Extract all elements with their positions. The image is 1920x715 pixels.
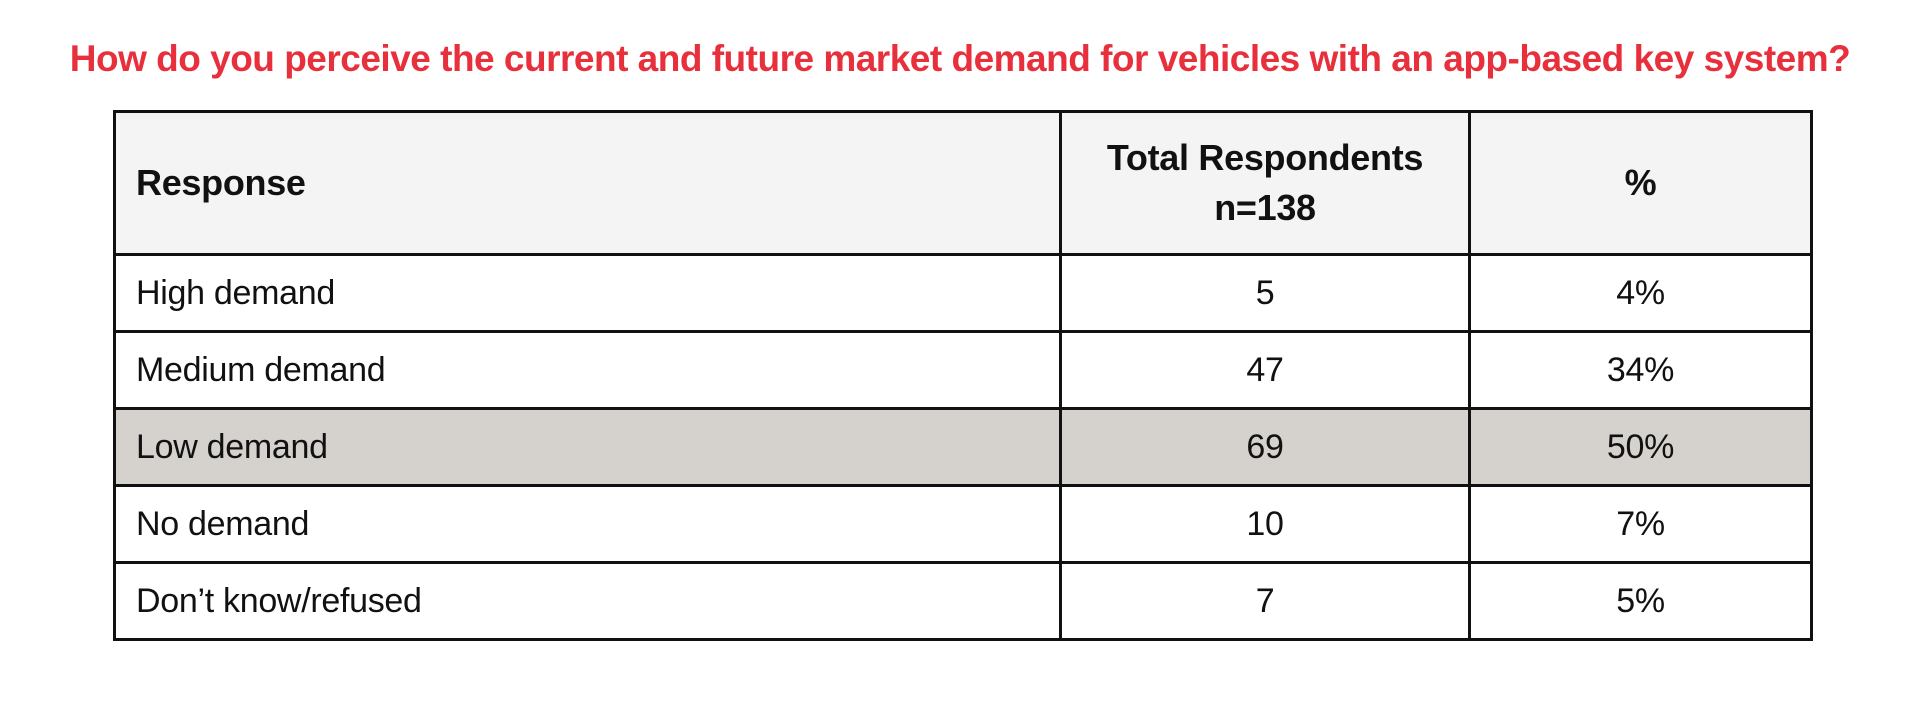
cell-percent: 4% (1468, 253, 1813, 333)
cell-response: Don’t know/refused (113, 561, 1062, 641)
cell-percent: 7% (1468, 484, 1813, 564)
cell-count: 47 (1059, 330, 1471, 410)
cell-count: 69 (1059, 407, 1471, 487)
cell-percent: 34% (1468, 330, 1813, 410)
header-sample-size: n=138 (1214, 187, 1316, 228)
table-row: Low demand 69 50% (113, 407, 1813, 487)
cell-count: 10 (1059, 484, 1471, 564)
table-row: Don’t know/refused 7 5% (113, 561, 1813, 641)
table-title: How do you perceive the current and futu… (69, 38, 1851, 79)
table-row: Medium demand 47 34% (113, 330, 1813, 410)
cell-count: 7 (1059, 561, 1471, 641)
cell-response: High demand (113, 253, 1062, 333)
table-row: High demand 5 4% (113, 253, 1813, 333)
cell-percent: 50% (1468, 407, 1813, 487)
header-total-respondents-label: Total Respondents (1106, 137, 1424, 178)
cell-response: No demand (113, 484, 1062, 564)
cell-percent: 5% (1468, 561, 1813, 641)
table-row: No demand 10 7% (113, 484, 1813, 564)
header-percent: % (1468, 110, 1813, 256)
results-table: Response Total Respondents n=138 % High … (113, 110, 1813, 641)
header-total-respondents: Total Respondents n=138 (1059, 110, 1471, 256)
cell-response: Low demand (113, 407, 1062, 487)
header-row: Response Total Respondents n=138 % (113, 110, 1813, 256)
cell-response: Medium demand (113, 330, 1062, 410)
header-response: Response (113, 110, 1062, 256)
cell-count: 5 (1059, 253, 1471, 333)
